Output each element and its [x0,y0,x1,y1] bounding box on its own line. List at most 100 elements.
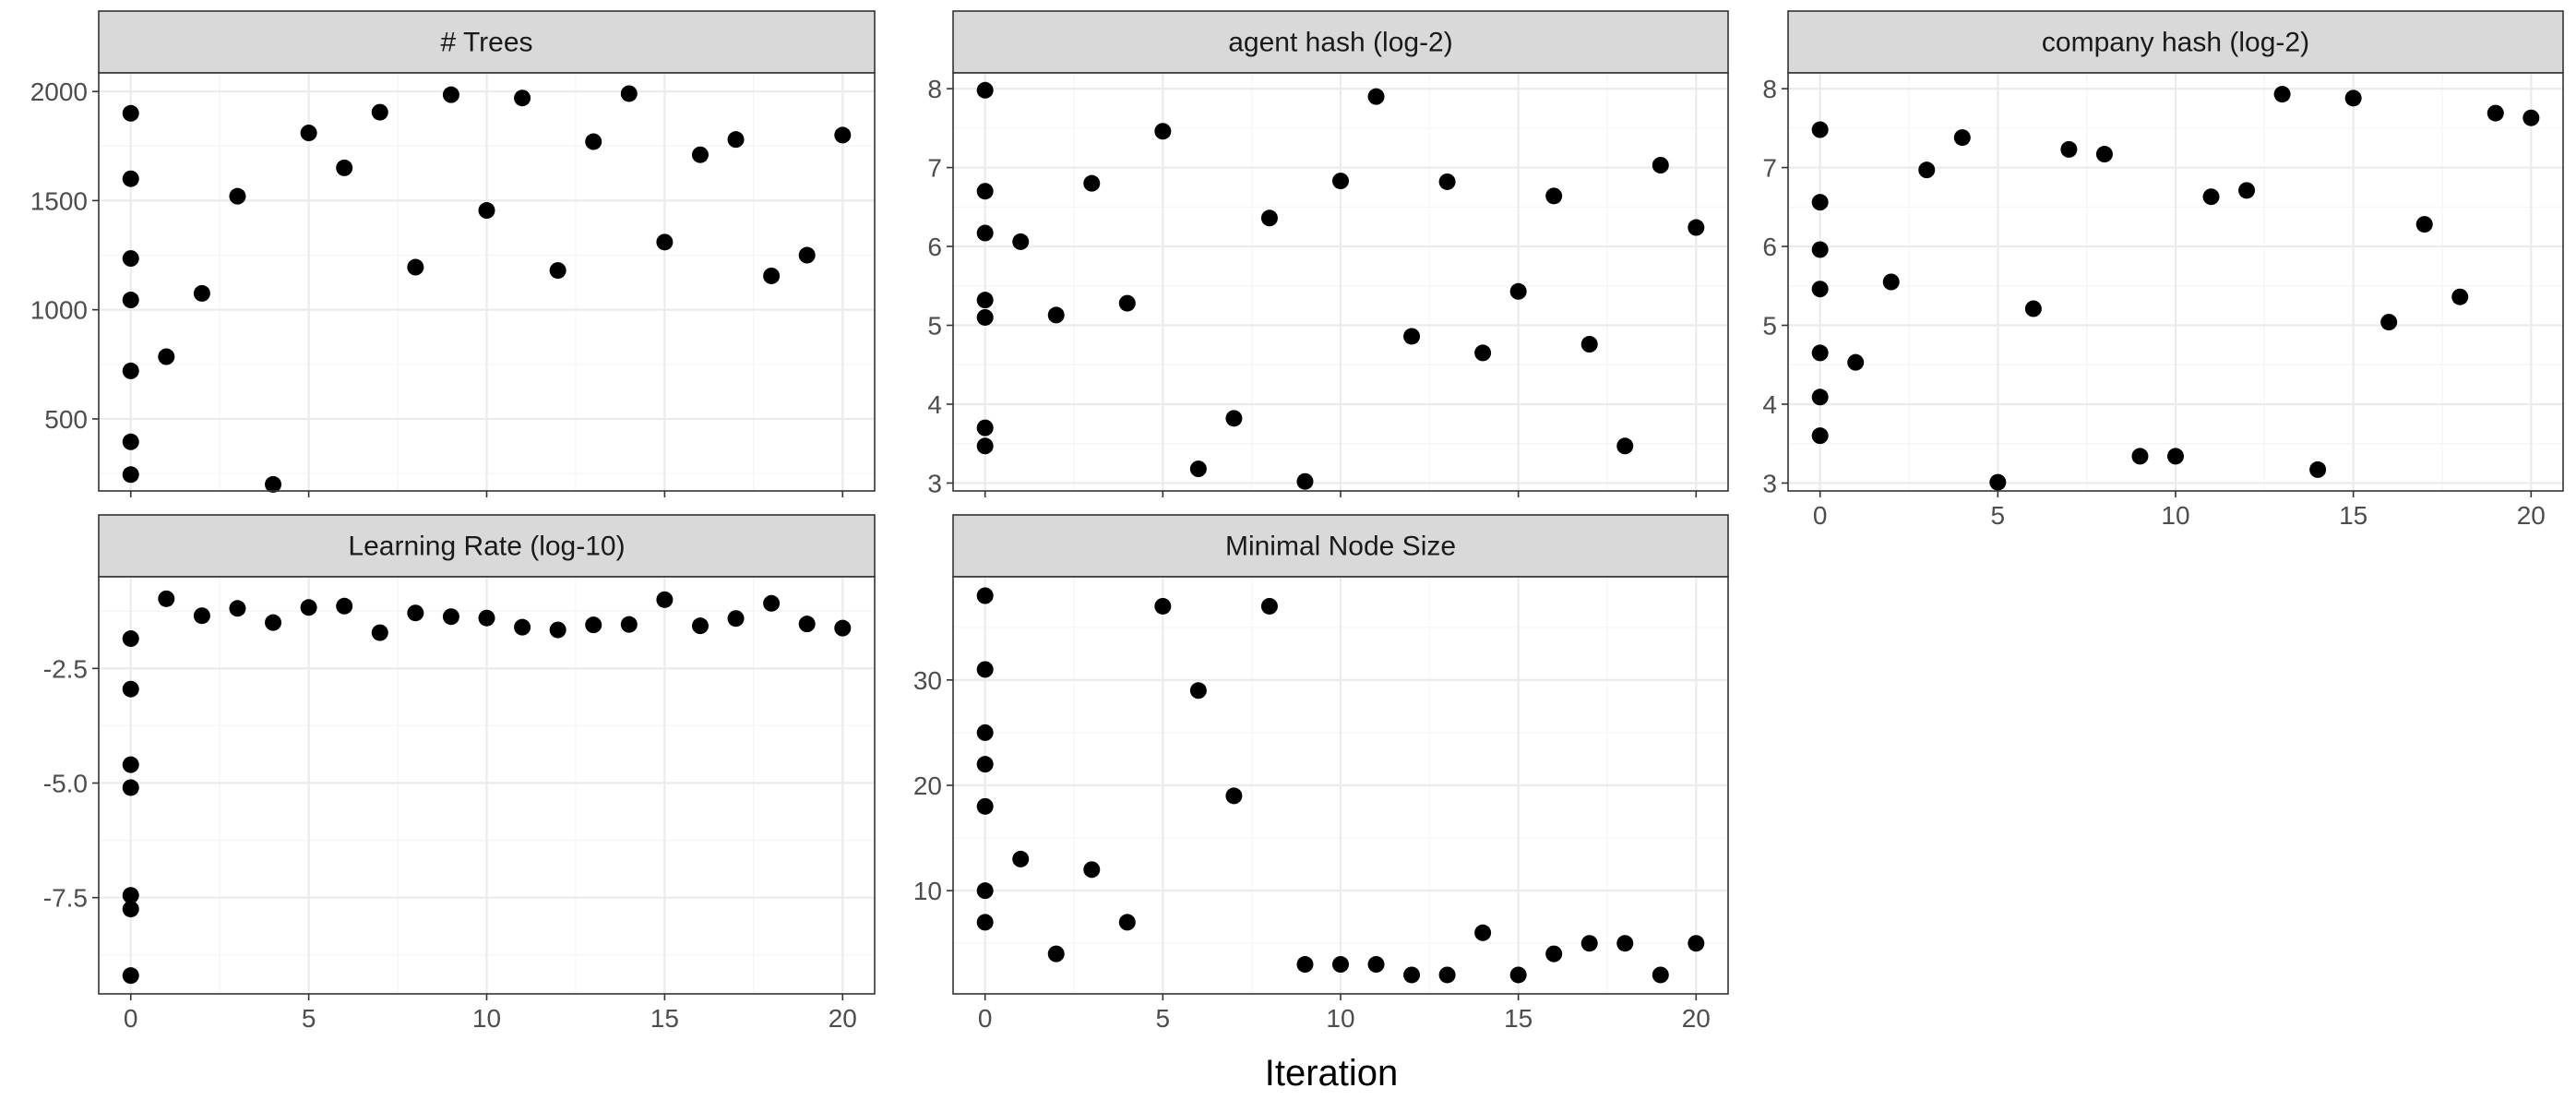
data-point [1847,353,1865,371]
x-tick-label: 0 [1813,501,1828,530]
data-point [1118,914,1136,931]
data-point [656,233,674,251]
y-tick-label: 8 [1762,75,1777,103]
data-point [976,419,994,436]
x-tick-label: 5 [302,1004,316,1033]
data-point [1367,956,1385,974]
y-tick-label: 3 [927,469,942,497]
data-point [2024,300,2042,317]
data-point [2522,109,2540,126]
data-point [122,433,139,450]
data-point [1811,389,1829,406]
y-tick-label: 500 [44,405,88,434]
data-point [549,621,566,639]
data-point [691,146,709,163]
facet-title: company hash (log-2) [2042,28,2309,58]
data-point [1403,328,1421,345]
data-point [1953,129,1971,147]
facet-strip [952,514,1729,578]
panel-border [952,72,1729,492]
data-point [976,914,994,931]
data-point [1509,966,1527,984]
data-point [514,618,531,636]
x-tick-label: 20 [2517,501,2546,530]
data-point [798,246,816,264]
y-tick-label: 8 [927,75,942,103]
x-tick-label: 10 [2161,501,2189,530]
x-axis-label: Iteration [1265,1053,1399,1094]
y-tick-label: 10 [913,877,942,905]
data-point [1545,945,1563,962]
data-point [763,594,781,612]
facet-strip [98,10,876,74]
data-point [1882,273,1900,291]
data-point [1012,233,1030,250]
data-point [2273,86,2291,103]
data-point [407,258,424,276]
data-point [1332,173,1349,190]
x-tick-label: 15 [1504,1004,1532,1033]
data-point [834,619,852,637]
data-point [1367,88,1385,105]
y-tick-label: 30 [913,666,942,695]
data-point [2344,90,2362,107]
x-tick-label: 15 [2339,501,2367,530]
x-tick-label: 20 [1682,1004,1711,1033]
data-point [1296,472,1314,490]
data-point [1545,187,1563,205]
data-point [691,617,709,635]
data-point [1189,460,1207,478]
data-point [2451,288,2469,305]
data-point [122,901,139,918]
data-point [2309,460,2327,478]
x-tick-label: 0 [978,1004,993,1033]
data-point [2238,182,2256,199]
data-point [478,609,495,627]
data-point [1580,935,1598,952]
data-point [620,616,638,633]
data-point [727,131,745,149]
data-point [1260,597,1278,615]
data-point [1118,294,1136,312]
panel-border [952,576,1729,995]
panel-border [98,576,876,995]
data-point [1616,437,1634,455]
data-point [1474,344,1492,362]
data-point [193,607,210,625]
y-tick-label: 4 [1762,390,1777,419]
data-point [1047,945,1065,962]
y-tick-label: 2000 [30,78,88,106]
data-point [1688,935,1705,952]
data-point [1403,966,1421,984]
data-point [122,680,139,698]
data-point [2167,448,2184,465]
data-point [514,90,531,107]
data-point [300,125,317,142]
data-point [976,723,994,741]
data-point [2131,448,2149,465]
data-point [229,187,246,205]
data-point [1189,682,1207,699]
data-point [407,604,424,622]
facet-title: # Trees [440,28,532,58]
x-tick-label: 5 [1156,1004,1171,1033]
x-tick-label: 5 [1991,501,2006,530]
data-point [798,616,816,633]
data-point [976,797,994,815]
data-point [1225,787,1243,805]
data-point [976,308,994,326]
data-point [442,86,459,103]
data-point [1225,410,1243,427]
data-point [122,967,139,985]
y-tick-label: 3 [1762,469,1777,497]
data-point [585,133,602,150]
data-point [1989,473,2007,491]
data-point [763,267,781,284]
y-tick-label: 1500 [30,186,88,215]
data-point [1154,123,1172,140]
y-tick-label: 6 [927,233,942,261]
data-point [976,756,994,773]
data-point [122,362,139,379]
y-tick-label: 20 [913,771,942,800]
